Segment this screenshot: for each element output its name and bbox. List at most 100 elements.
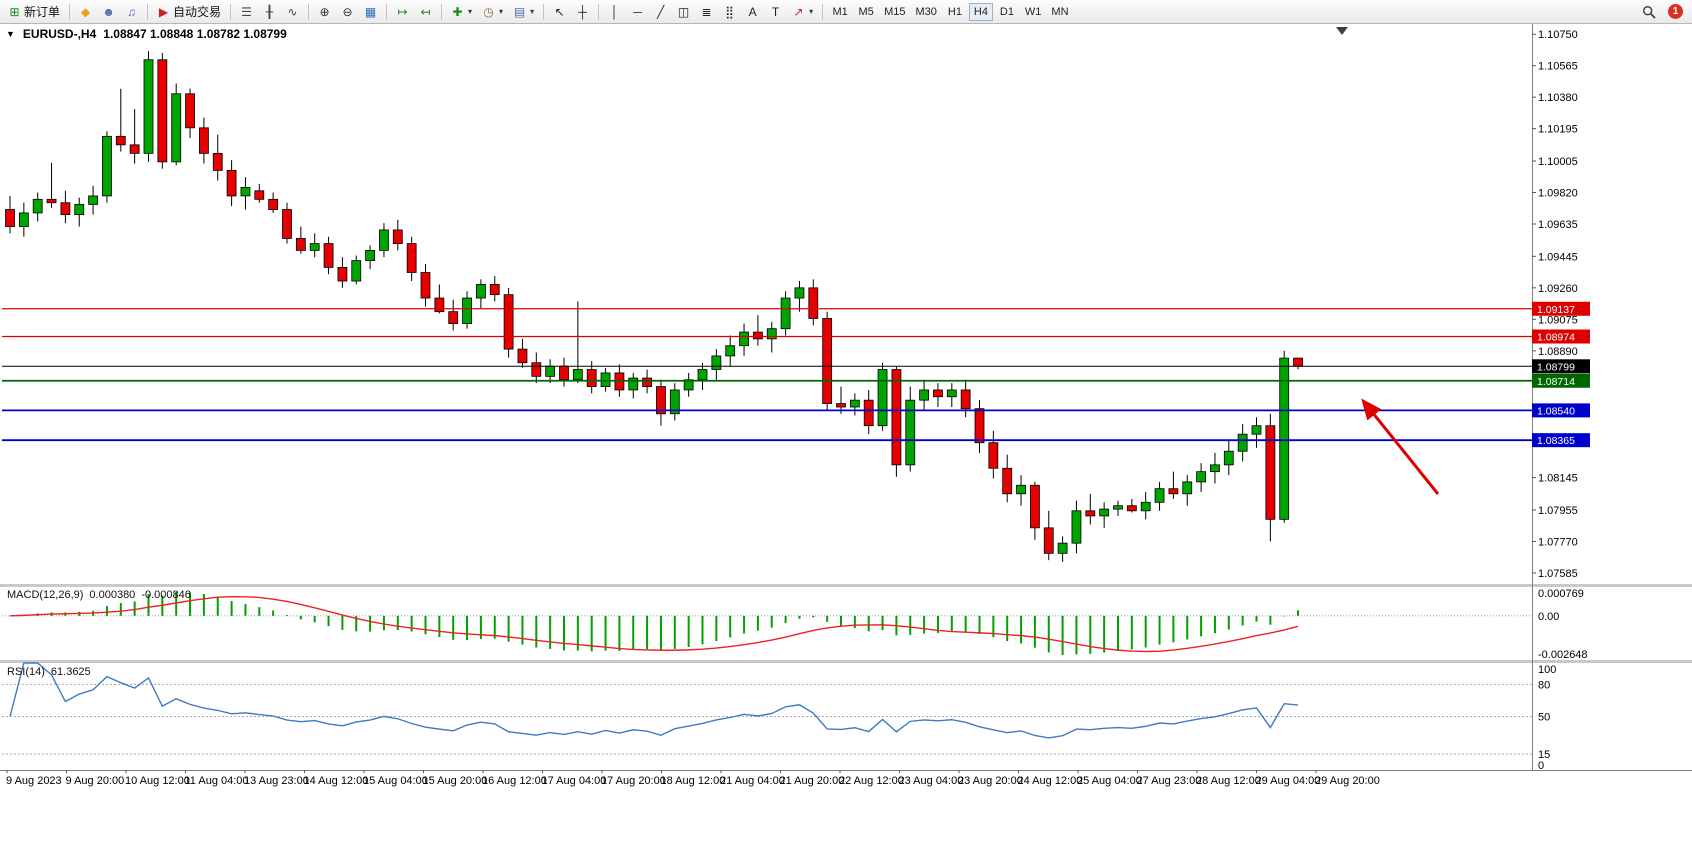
equidistant-channel-button[interactable]: ◫ (673, 2, 694, 22)
toolbar-right: 1 (1637, 2, 1689, 22)
svg-text:9 Aug 2023: 9 Aug 2023 (6, 775, 62, 787)
chart-shift-button[interactable]: ↤ (415, 2, 436, 22)
svg-text:23 Aug 04:00: 23 Aug 04:00 (899, 775, 964, 787)
timeframe-m30-button[interactable]: M30 (912, 3, 941, 21)
rsi-label: RSI(14) 61.3625 (7, 666, 91, 678)
timeframe-h1-button[interactable]: H1 (943, 3, 967, 21)
timeframe-mn-button[interactable]: MN (1047, 3, 1072, 21)
zoom-in-icon: ⊕ (319, 4, 330, 19)
new-order-button[interactable]: ⊞ 新订单 (4, 2, 64, 22)
svg-text:21 Aug 20:00: 21 Aug 20:00 (780, 775, 845, 787)
line-chart-button[interactable]: ∿ (282, 2, 303, 22)
toolbar-buttons: ⊞ 新订单 ◆ ☻ ♫ ▶ 自动交易 ☰ ╂ ∿ ⊕ ⊖ ▦ ↦ ↤ ✚ ▾ ◷ ▾ ▤ ▾ ↖ ┼ │ ─ ╱ ◫ ≣ ⣿ A T ↗ ▾ (3, 0, 827, 23)
search-button[interactable] (1638, 2, 1660, 22)
arrows-button[interactable]: ↗ ▾ (788, 2, 817, 22)
templates-dropdown-icon: ▾ (530, 7, 535, 16)
cursor-button[interactable]: ↖ (549, 2, 570, 22)
tool-separator (598, 3, 600, 20)
timeframe-h4-button[interactable]: H4 (968, 2, 993, 21)
tool-separator (230, 3, 232, 20)
svg-text:15 Aug 20:00: 15 Aug 20:00 (423, 775, 488, 787)
svg-text:1.08365: 1.08365 (1537, 435, 1575, 447)
svg-text:28 Aug 12:00: 28 Aug 12:00 (1196, 775, 1261, 787)
tool-separator (822, 3, 824, 20)
svg-text:1.07955: 1.07955 (1538, 505, 1578, 517)
svg-text:11 Aug 04:00: 11 Aug 04:00 (185, 775, 249, 787)
arrows-icon: ↗ (793, 4, 804, 19)
trendline-icon: ╱ (656, 4, 665, 19)
notification-badge[interactable]: 1 (1668, 4, 1683, 19)
metaquotes-button[interactable]: ◆ (75, 2, 96, 22)
svg-text:80: 80 (1538, 679, 1550, 691)
profile-button[interactable]: ☻ (98, 2, 119, 22)
svg-text:100: 100 (1538, 664, 1556, 676)
zoom-in-button[interactable]: ⊕ (314, 2, 335, 22)
svg-text:9 Aug 20:00: 9 Aug 20:00 (66, 775, 125, 787)
tile-windows-button[interactable]: ▦ (360, 2, 381, 22)
profile-icon: ☻ (102, 4, 115, 19)
auto-scroll-icon: ↦ (397, 4, 408, 19)
vertical-line-icon: │ (610, 4, 619, 19)
svg-text:29 Aug 04:00: 29 Aug 04:00 (1256, 775, 1321, 787)
macd-name: MACD(12,26,9) (7, 589, 84, 601)
svg-text:1.10750: 1.10750 (1538, 29, 1578, 41)
templates-icon: ▤ (513, 4, 526, 19)
horizontal-line-button[interactable]: ─ (627, 2, 648, 22)
vertical-line-button[interactable]: │ (604, 2, 625, 22)
grid-button[interactable]: ⣿ (719, 2, 740, 22)
svg-text:1.09137: 1.09137 (1537, 304, 1575, 316)
svg-text:1.07770: 1.07770 (1538, 536, 1578, 548)
svg-text:1.10005: 1.10005 (1538, 156, 1578, 168)
periods-button[interactable]: ◷ ▾ (478, 2, 507, 22)
trendline-button[interactable]: ╱ (650, 2, 671, 22)
svg-text:10 Aug 12:00: 10 Aug 12:00 (125, 775, 190, 787)
svg-text:1.10565: 1.10565 (1538, 61, 1578, 73)
indicators-button[interactable]: ✚ ▾ (447, 2, 476, 22)
timeframe-m5-button[interactable]: M5 (854, 3, 878, 21)
svg-text:50: 50 (1538, 712, 1550, 724)
svg-text:1.08145: 1.08145 (1538, 473, 1578, 485)
text-button[interactable]: A (742, 2, 763, 22)
crosshair-button[interactable]: ┼ (572, 2, 593, 22)
svg-text:1.07585: 1.07585 (1538, 568, 1578, 580)
tool-separator (69, 3, 71, 20)
timeframe-m1-button[interactable]: M1 (828, 3, 852, 21)
rsi-name: RSI(14) (7, 666, 45, 678)
market-sounds-button[interactable]: ♫ (121, 2, 142, 22)
chart-symbol-period: EURUSD-,H4 (22, 27, 97, 41)
bar-chart-button[interactable]: ☰ (236, 2, 257, 22)
svg-text:23 Aug 20:00: 23 Aug 20:00 (958, 775, 1023, 787)
fibonacci-icon: ≣ (701, 4, 712, 19)
svg-text:15: 15 (1538, 749, 1550, 761)
svg-text:29 Aug 20:00: 29 Aug 20:00 (1315, 775, 1380, 787)
auto-trading-button[interactable]: ▶ 自动交易 (153, 2, 225, 22)
timeframe-d1-button[interactable]: D1 (995, 3, 1019, 21)
fibonacci-button[interactable]: ≣ (696, 2, 717, 22)
svg-text:17 Aug 04:00: 17 Aug 04:00 (542, 775, 607, 787)
svg-text:15 Aug 04:00: 15 Aug 04:00 (363, 775, 428, 787)
candlestick-chart-button[interactable]: ╂ (259, 2, 280, 22)
text-label-icon: T (771, 4, 780, 19)
tool-separator (308, 3, 310, 20)
svg-text:1.09260: 1.09260 (1538, 283, 1578, 295)
templates-button[interactable]: ▤ ▾ (509, 2, 538, 22)
tool-separator (147, 3, 149, 20)
svg-text:17 Aug 20:00: 17 Aug 20:00 (601, 775, 666, 787)
indicators-icon: ✚ (452, 4, 463, 19)
new-order-icon: ⊞ (9, 4, 20, 19)
text-label-button[interactable]: T (765, 2, 786, 22)
svg-text:1.10195: 1.10195 (1538, 124, 1578, 136)
macd-label: MACD(12,26,9) 0.000380 -0.000846 (7, 589, 191, 601)
svg-text:16 Aug 12:00: 16 Aug 12:00 (482, 775, 547, 787)
chart-header: ▼ EURUSD-,H4 1.08847 1.08848 1.08782 1.0… (6, 27, 287, 41)
zoom-out-button[interactable]: ⊖ (337, 2, 358, 22)
timeframe-m15-button[interactable]: M15 (880, 3, 909, 21)
arrows-dropdown-icon: ▾ (809, 7, 814, 16)
svg-text:1.08540: 1.08540 (1537, 405, 1575, 417)
timeframe-w1-button[interactable]: W1 (1021, 3, 1046, 21)
equidistant-channel-icon: ◫ (677, 4, 690, 19)
tile-windows-icon: ▦ (364, 4, 377, 19)
one-click-trading-toggle[interactable]: ▼ (6, 29, 15, 39)
auto-scroll-button[interactable]: ↦ (392, 2, 413, 22)
